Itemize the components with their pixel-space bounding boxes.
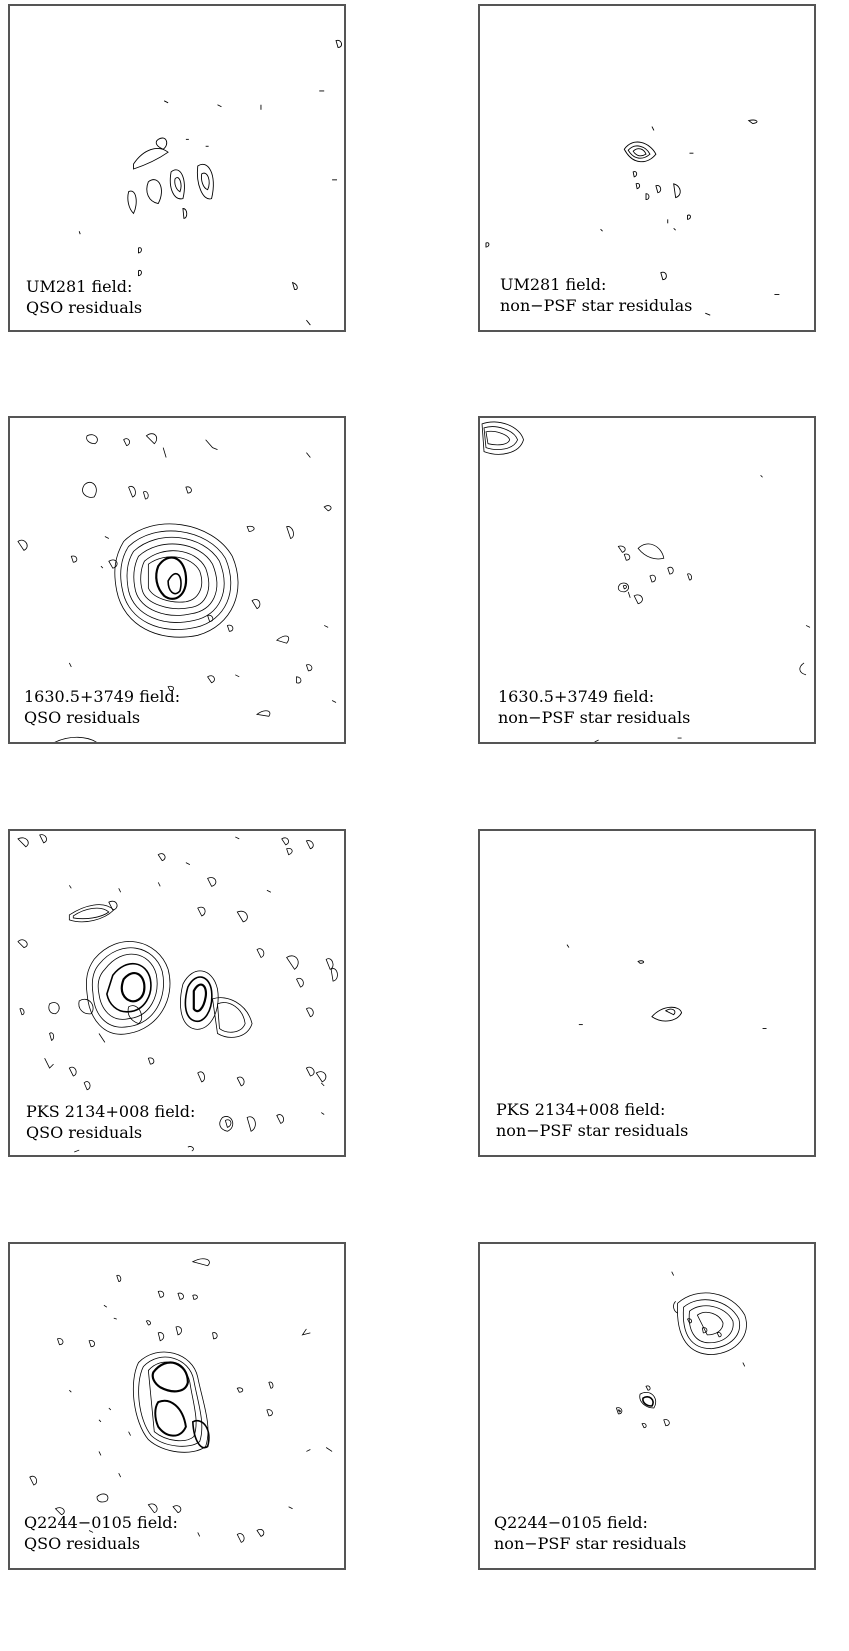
contour-panel-q2244-qso: Q2244−0105 field: QSO residuals [8,1242,346,1570]
panel-caption: Q2244−0105 field: QSO residuals [24,1512,178,1554]
contour-plot [29,1258,333,1543]
panel-caption: 1630.5+3749 field: non−PSF star residual… [498,686,690,728]
contour-panel-um281-qso: UM281 field: QSO residuals [8,4,346,332]
caption-line-1: UM281 field: [500,275,607,294]
panel-caption: PKS 2134+008 field: QSO residuals [26,1101,195,1143]
contour-plot [17,433,337,742]
panel-caption: Q2244−0105 field: non−PSF star residuals [494,1512,686,1554]
contour-plot [17,834,338,1153]
caption-line-2: non−PSF star residuals [498,708,691,727]
caption-line-2: QSO residuals [24,708,141,727]
contour-plot [566,944,767,1030]
caption-line-2: non−PSF star residuals [494,1534,687,1553]
contour-panel-pks2134-qso: PKS 2134+008 field: QSO residuals [8,829,346,1157]
caption-line-1: 1630.5+3749 field: [24,687,181,706]
caption-line-1: PKS 2134+008 field: [496,1100,666,1119]
contour-panel-1630-qso: 1630.5+3749 field: QSO residuals [8,416,346,744]
caption-line-1: PKS 2134+008 field: [26,1102,196,1121]
panel-caption: UM281 field: non−PSF star residulas [500,274,692,316]
contour-plot [78,39,342,326]
panel-caption: PKS 2134+008 field: non−PSF star residua… [496,1099,688,1141]
caption-line-2: QSO residuals [24,1534,141,1553]
contour-plot [481,421,811,742]
contour-plot [615,1271,747,1429]
panel-caption: 1630.5+3749 field: QSO residuals [24,686,180,728]
contour-panel-q2244-star: Q2244−0105 field: non−PSF star residuals [478,1242,816,1570]
caption-line-1: UM281 field: [26,277,133,296]
contour-panel-pks2134-star: PKS 2134+008 field: non−PSF star residua… [478,829,816,1157]
caption-line-1: 1630.5+3749 field: [498,687,655,706]
caption-line-1: Q2244−0105 field: [24,1513,178,1532]
caption-line-2: QSO residuals [26,1123,143,1142]
contour-plot [485,119,780,316]
caption-line-2: QSO residuals [26,298,143,317]
contour-panel-1630-star: 1630.5+3749 field: non−PSF star residual… [478,416,816,744]
caption-line-1: Q2244−0105 field: [494,1513,648,1532]
caption-line-2: non−PSF star residuals [496,1121,689,1140]
contour-panel-um281-star: UM281 field: non−PSF star residulas [478,4,816,332]
panel-caption: UM281 field: QSO residuals [26,276,142,318]
caption-line-2: non−PSF star residulas [500,296,693,315]
